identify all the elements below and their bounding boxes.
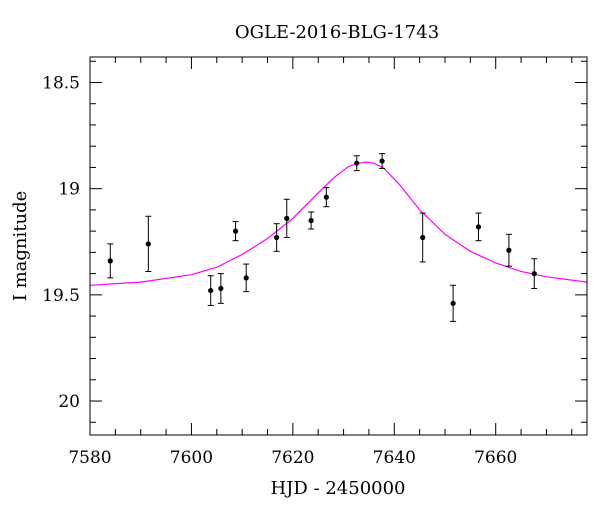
point-marker	[475, 224, 482, 230]
x-tick-label: 7660	[474, 448, 517, 468]
point-marker	[354, 160, 360, 166]
chart-title: OGLE-2016-BLG-1743	[235, 22, 439, 43]
point-marker	[450, 300, 456, 306]
data-point	[419, 212, 426, 263]
y-tick-label: 18.5	[42, 73, 80, 93]
point-marker	[531, 271, 537, 277]
y-axis-label: I magnitude	[10, 191, 31, 302]
data-point	[207, 275, 214, 306]
x-tick-label: 7580	[68, 448, 111, 468]
x-tick-label: 7600	[170, 448, 213, 468]
data-point	[531, 258, 538, 289]
data-point	[353, 155, 360, 172]
x-axis: 7580 7600 7620 7640 7660	[68, 57, 573, 468]
data-point	[232, 221, 239, 242]
data-point	[475, 212, 482, 242]
y-tick-label: 19	[58, 180, 80, 200]
data-point	[273, 223, 280, 252]
point-marker	[243, 275, 249, 281]
plot-frame	[89, 56, 588, 436]
data-point	[107, 243, 114, 279]
data-point	[323, 187, 330, 208]
plot-area	[89, 153, 588, 322]
x-tick-label: 7640	[373, 448, 416, 468]
point-marker	[232, 228, 239, 234]
y-tick-label: 20	[58, 392, 80, 412]
x-axis-label: HJD - 2450000	[270, 478, 405, 499]
data-point	[145, 215, 152, 272]
data-point	[283, 198, 290, 239]
y-tick-label: 19.5	[42, 286, 80, 306]
data-point	[379, 153, 386, 169]
model-curve	[89, 161, 588, 286]
y-axis: 18.5 19 19.5 20	[42, 60, 587, 423]
point-marker	[208, 287, 214, 294]
point-marker	[274, 234, 280, 241]
point-marker	[420, 234, 426, 241]
point-marker	[284, 215, 290, 221]
data-point	[217, 273, 224, 304]
point-marker	[308, 217, 314, 224]
data-point	[243, 263, 250, 293]
point-marker	[218, 285, 224, 292]
x-tick-label: 7620	[271, 448, 314, 468]
point-marker	[506, 247, 512, 253]
point-marker	[145, 241, 151, 247]
point-marker	[323, 194, 329, 200]
data-point	[450, 284, 457, 322]
data-point	[308, 211, 315, 230]
data-point	[505, 233, 512, 267]
point-marker	[107, 258, 113, 264]
point-marker	[379, 158, 385, 164]
